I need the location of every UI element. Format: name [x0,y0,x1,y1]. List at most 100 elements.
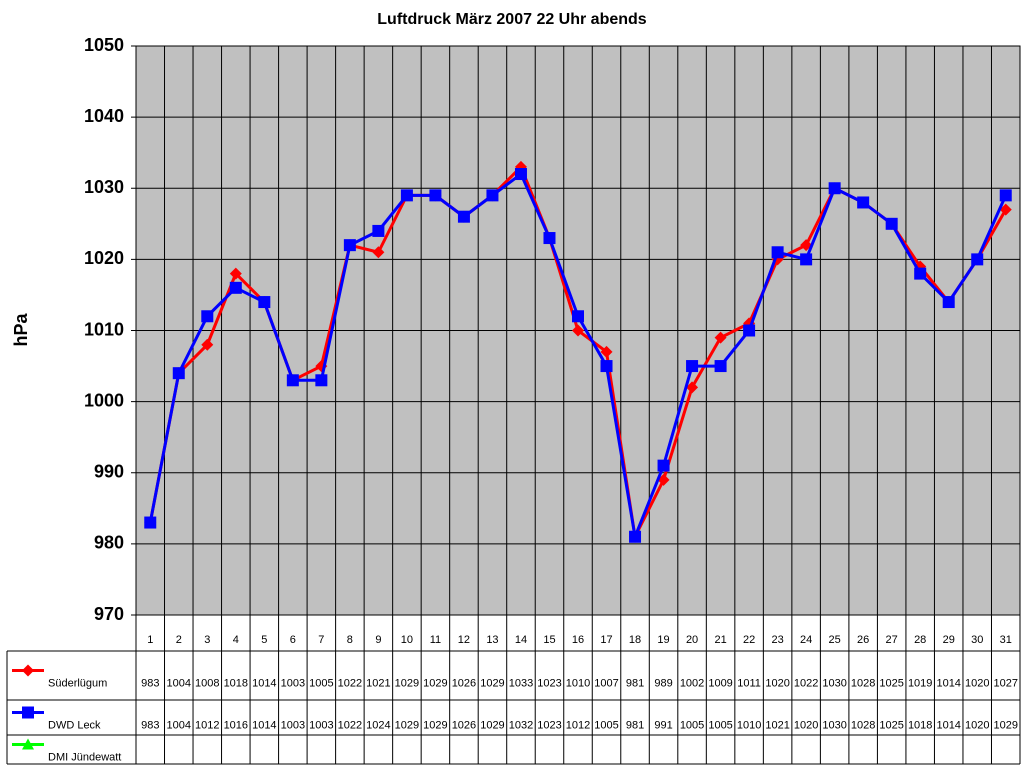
table-value: 1003 [281,677,305,689]
marker [857,196,870,209]
marker [914,267,927,280]
table-value: 981 [626,677,644,689]
table-value: 1023 [537,719,561,731]
table-value: 1014 [252,677,276,689]
table-value: 1002 [680,677,704,689]
x-tick-label: 28 [914,634,926,646]
x-tick-label: 22 [743,634,755,646]
table-value: 1019 [908,677,932,689]
table-value: 1005 [309,677,333,689]
table-value: 1021 [366,677,390,689]
x-tick-label: 18 [629,634,641,646]
legend-label: Süderlügum [48,677,107,689]
marker [999,203,1012,216]
table-value: 1029 [423,677,447,689]
marker [372,224,385,237]
y-tick-label: 1000 [84,390,124,410]
y-tick-label: 1030 [84,177,124,197]
table-value: 1023 [537,677,561,689]
marker [686,381,699,394]
table-value: 1020 [965,719,989,731]
x-tick-label: 8 [347,634,353,646]
marker [229,267,242,280]
x-tick-label: 15 [543,634,555,646]
x-tick-label: 9 [375,634,381,646]
table-value: 1009 [708,677,732,689]
table-value: 1010 [566,677,590,689]
x-tick-label: 16 [572,634,584,646]
x-tick-label: 19 [657,634,669,646]
x-tick-label: 2 [176,634,182,646]
x-tick-label: 20 [686,634,698,646]
table-value: 1025 [879,719,903,731]
table-value: 1018 [224,677,248,689]
y-tick-label: 1020 [84,248,124,268]
y-tick-label: 990 [94,462,124,482]
table-value: 1021 [765,719,789,731]
legend-marker [22,664,34,677]
table-value: 1032 [509,719,533,731]
marker [800,253,813,266]
table-value: 1010 [737,719,761,731]
table-value: 1014 [252,719,276,731]
x-tick-label: 27 [886,634,898,646]
table-value: 1026 [452,677,476,689]
table-value: 1005 [680,719,704,731]
marker [971,253,984,266]
x-tick-label: 5 [261,634,267,646]
marker [714,331,727,344]
table-value: 1022 [338,719,362,731]
table-value: 991 [654,719,672,731]
table-value: 1030 [822,719,846,731]
x-tick-label: 10 [401,634,413,646]
table-value: 1014 [936,719,960,731]
table-value: 1029 [480,719,504,731]
table-value: 1020 [965,677,989,689]
table-value: 1029 [395,719,419,731]
x-tick-label: 26 [857,634,869,646]
table-value: 1022 [794,677,818,689]
table-value: 1020 [765,677,789,689]
marker [714,360,727,373]
marker [686,360,699,373]
y-axis-label: hPa [11,313,31,347]
marker [828,182,841,195]
table-value: 1003 [309,719,333,731]
marker [201,338,214,351]
marker [201,310,214,323]
x-tick-label: 7 [318,634,324,646]
table-value: 983 [141,677,159,689]
marker [600,360,613,373]
x-tick-label: 11 [430,634,441,646]
x-tick-label: 25 [829,634,841,646]
marker [572,310,584,323]
table-value: 1008 [195,677,219,689]
table-value: 1029 [480,677,504,689]
legend-marker [22,706,34,719]
legend-marker [22,738,34,750]
marker [572,324,584,337]
x-tick-label: 14 [515,634,527,646]
legend-label: DWD Leck [48,719,101,731]
marker [343,239,356,252]
marker [400,189,413,202]
x-tick-label: 1 [147,634,153,646]
x-tick-label: 12 [458,634,470,646]
table-value: 1004 [167,677,191,689]
x-tick-label: 4 [233,634,239,646]
table-value: 1022 [338,677,362,689]
table-value: 1028 [851,719,875,731]
table-value: 1005 [708,719,732,731]
table-value: 1028 [851,677,875,689]
table-value: 1012 [195,719,219,731]
table-value: 1014 [936,677,960,689]
marker [885,217,898,230]
x-tick-label: 13 [486,634,498,646]
marker [514,168,527,181]
table-value: 1029 [395,677,419,689]
x-tick-label: 6 [290,634,296,646]
x-tick-label: 23 [771,634,783,646]
x-tick-label: 29 [943,634,955,646]
table-value: 1012 [566,719,590,731]
table-value: 989 [654,677,672,689]
